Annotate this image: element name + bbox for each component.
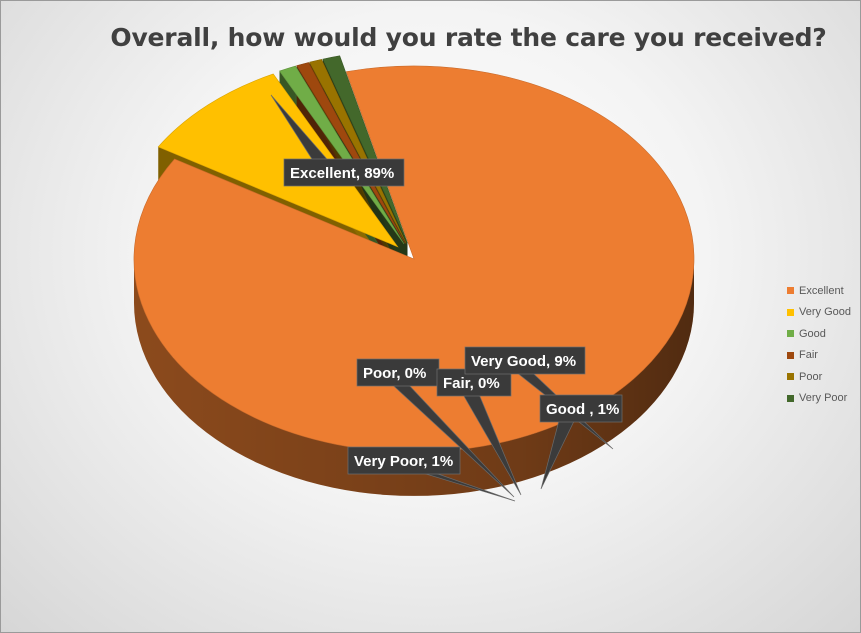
data-label-very-poor: Very Poor, 1% [347,446,516,502]
pie-slice-top-poor [309,59,407,244]
legend-label: Good [799,327,826,340]
legend-label: Very Poor [799,392,848,405]
pie-slice-excellent [134,259,694,496]
legend-swatch [787,287,794,295]
legend-label: Poor [799,370,823,383]
legend: Excellent Very Good Good Fair Poor Very Poor [787,280,859,409]
legend-swatch [787,373,794,381]
legend-item-very-good: Very Good [787,302,859,324]
data-label-text: Fair, 0% [443,375,500,392]
legend-swatch [787,351,794,359]
pie-slice-top-good [279,65,405,245]
data-label-excellent: Excellent, 89% [270,94,405,187]
pie-slice-top-very-poor [322,55,408,244]
legend-swatch [787,394,794,402]
legend-swatch [787,330,794,338]
data-label-text: Poor, 0% [363,365,426,382]
data-label-text: Very Good, 9% [471,353,576,370]
data-label-text: Good , 1% [546,401,619,418]
legend-swatch [787,308,794,316]
data-label-text: Very Poor, 1% [354,453,453,470]
legend-item-good: Good [787,323,859,345]
data-label-text: Excellent, 89% [290,165,394,182]
legend-label: Very Good [799,306,851,319]
pie-slice-top-very-good [157,73,399,248]
data-label-good: Good , 1% [539,394,623,490]
pie-slice-top-fair [296,62,406,244]
legend-item-poor: Poor [787,366,859,388]
legend-item-fair: Fair [787,345,859,367]
data-label-very-good: Very Good, 9% [464,346,614,450]
legend-label: Excellent [799,284,844,297]
legend-label: Fair [799,349,818,362]
chart-title: Overall, how would you rate the care you… [110,23,827,52]
legend-item-very-poor: Very Poor [787,388,859,410]
legend-item-excellent: Excellent [787,280,859,302]
